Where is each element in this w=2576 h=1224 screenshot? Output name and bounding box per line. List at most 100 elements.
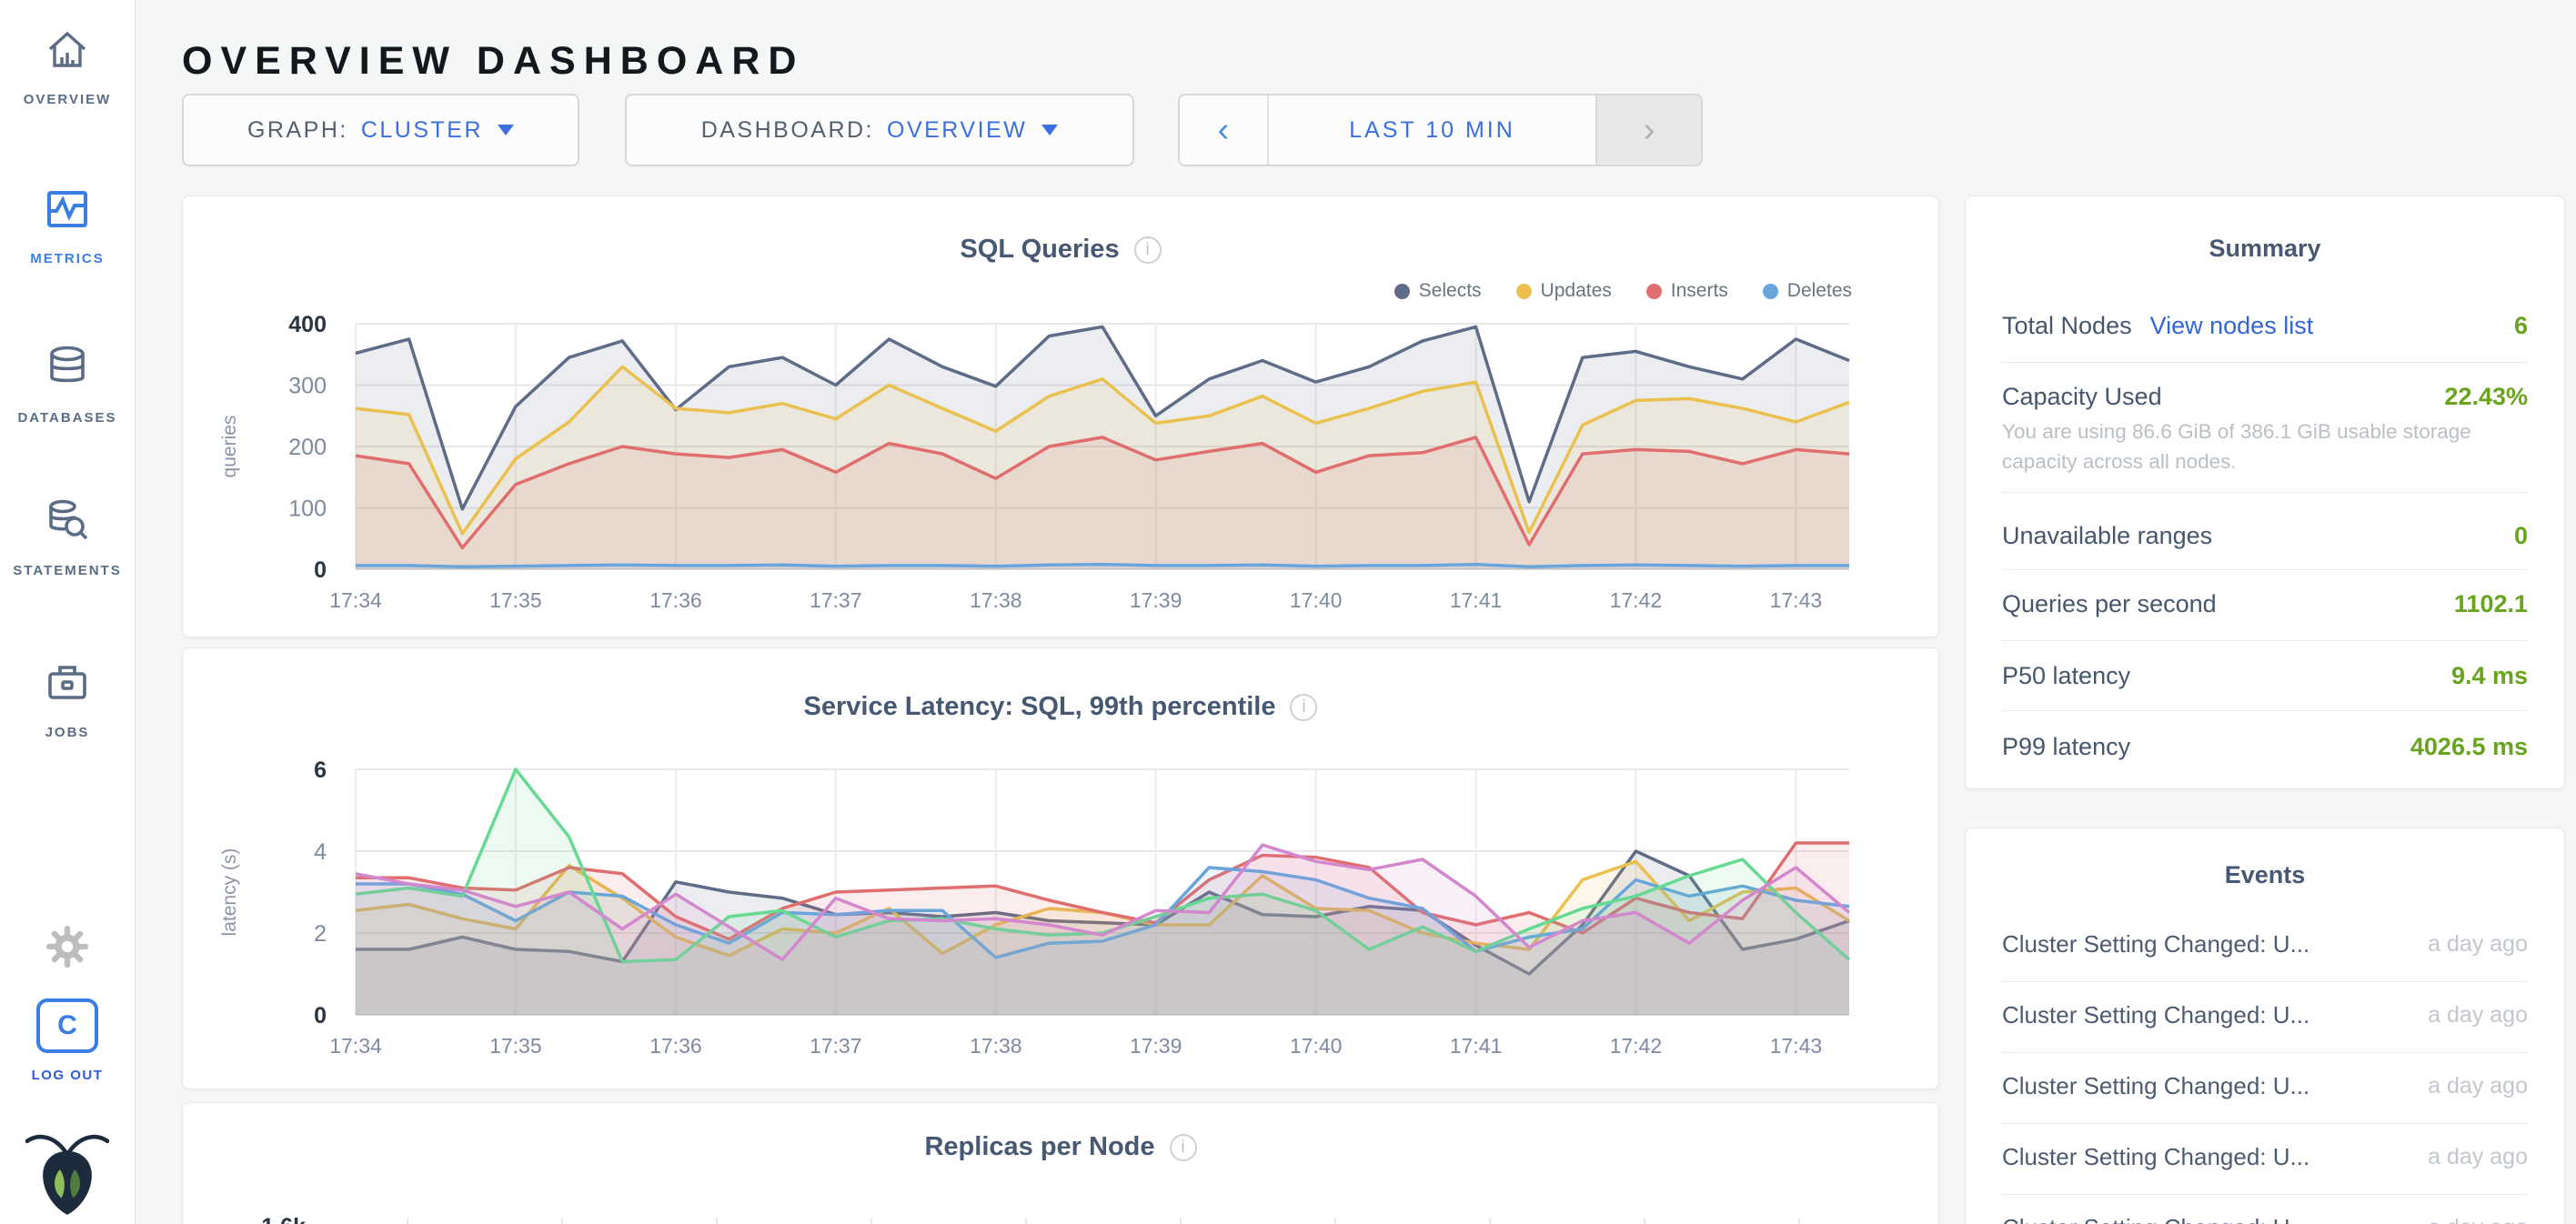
series-line <box>356 562 1849 569</box>
gear-icon <box>45 924 90 974</box>
sidebar-item-label: JOBS <box>45 725 90 740</box>
event-text: Cluster Setting Changed: U... <box>2002 1000 2310 1028</box>
view-nodes-list-link[interactable]: View nodes list <box>2149 311 2314 339</box>
sidebar-item-overview[interactable]: OVERVIEW <box>0 25 135 107</box>
time-window-selector: ‹ LAST 10 MIN › <box>1178 94 1703 166</box>
y-axis-tick-label: 0 <box>314 557 327 583</box>
x-axis-tick-label: 17:41 <box>1450 1034 1503 1058</box>
chart-header: Replicas per Node i <box>183 1132 1938 1162</box>
sidebar-item-metrics[interactable]: METRICS <box>0 185 135 266</box>
legend-dot-icon <box>1394 283 1410 299</box>
event-text: Cluster Setting Changed: U... <box>2002 929 2310 958</box>
summary-row-capacity: Capacity Used 22.43% <box>2002 376 2528 416</box>
event-row[interactable]: Cluster Setting Changed: U... a day ago <box>2002 1137 2528 1177</box>
divider <box>2002 1194 2528 1195</box>
c-badge-icon: C <box>36 998 98 1053</box>
chart-title: Replicas per Node <box>924 1132 1155 1161</box>
time-window-next-button[interactable]: › <box>1595 95 1701 165</box>
logout-label: LOG OUT <box>31 1068 104 1083</box>
series-area <box>356 366 1849 569</box>
cockroachdb-logo[interactable] <box>0 1126 135 1217</box>
x-axis-tick-label: 17:34 <box>329 1034 382 1058</box>
settings-gear-button[interactable] <box>0 924 135 974</box>
series-area <box>356 326 1849 569</box>
row-label: P99 latency <box>2002 732 2131 760</box>
chevron-down-icon <box>498 125 515 135</box>
logout-button[interactable]: C LOG OUT <box>0 998 135 1083</box>
info-icon[interactable]: i <box>1133 236 1162 264</box>
series-line <box>356 849 1850 976</box>
x-axis-tick-label: 17:43 <box>1770 588 1823 612</box>
divider <box>2002 1052 2528 1053</box>
y-axis-unit-label: latency (s) <box>219 848 240 937</box>
x-axis-tick-label: 17:37 <box>810 588 862 612</box>
legend-label: Inserts <box>1670 280 1728 301</box>
service-latency-card: Service Latency: SQL, 99th percentile i … <box>182 647 1939 1089</box>
chevron-left-icon: ‹ <box>1217 110 1230 149</box>
chart-title: Service Latency: SQL, 99th percentile <box>803 692 1276 721</box>
row-value: 9.4 ms <box>2450 661 2528 689</box>
divider <box>2002 362 2528 363</box>
y-axis-tick-label: 6 <box>314 757 327 783</box>
legend-dot-icon <box>1515 283 1532 299</box>
sidebar-item-jobs[interactable]: JOBS <box>0 658 135 740</box>
divider <box>2002 981 2528 982</box>
dashboard-dropdown[interactable]: DASHBOARD: OVERVIEW <box>625 94 1134 166</box>
x-axis-tick-label: 17:36 <box>649 1034 702 1058</box>
capacity-used-label: Capacity Used <box>2002 382 2162 410</box>
series-line <box>356 841 1849 941</box>
dashboard-dropdown-value: OVERVIEW <box>887 116 1028 143</box>
sidebar: OVERVIEW METRICS DATABASES <box>0 0 136 1224</box>
y-axis-tick-label: 200 <box>288 435 327 460</box>
event-row[interactable]: Cluster Setting Changed: U... a day ago <box>2002 924 2528 964</box>
graph-dropdown[interactable]: GRAPH: CLUSTER <box>182 94 579 166</box>
event-row[interactable]: Cluster Setting Changed: U... a day ago <box>2002 1066 2528 1106</box>
legend-item: Deletes <box>1762 280 1852 302</box>
sidebar-item-label: OVERVIEW <box>23 92 112 107</box>
legend-dot-icon <box>1762 283 1778 299</box>
row-value: 1102.1 <box>2453 589 2528 617</box>
time-window-label[interactable]: LAST 10 MIN <box>1349 116 1515 143</box>
chevron-right-icon: › <box>1643 110 1655 149</box>
event-time: a day ago <box>2428 1143 2528 1169</box>
total-nodes-label: Total Nodes <box>2002 311 2132 339</box>
row-value: 0 <box>2513 521 2528 549</box>
service-latency-chart[interactable]: 17:34 17:35 17:36 17:37 17:38 17:39 17:40 17:41… <box>183 756 1940 1069</box>
legend-dot-icon <box>1645 283 1662 299</box>
x-axis-tick-label: 17:36 <box>649 588 702 612</box>
info-icon[interactable]: i <box>1290 693 1318 721</box>
sidebar-item-databases[interactable]: DATABASES <box>0 344 135 426</box>
graph-dropdown-value: CLUSTER <box>360 116 484 143</box>
sidebar-item-statements[interactable]: STATEMENTS <box>0 497 135 578</box>
x-axis-tick-label: 17:38 <box>970 588 1022 612</box>
sidebar-item-label: STATEMENTS <box>13 563 122 578</box>
summary-row-total-nodes: Total Nodes View nodes list 6 <box>2002 306 2528 346</box>
sql-queries-chart[interactable]: 17:34 17:35 17:36 17:37 17:38 17:39 17:40 17:41… <box>183 310 1940 624</box>
replicas-per-node-card: Replicas per Node i 1.6k <box>182 1102 1939 1224</box>
event-row[interactable]: Cluster Setting Changed: U... a day ago <box>2002 995 2528 1035</box>
dashboard-dropdown-label: DASHBOARD: <box>700 116 874 143</box>
event-row[interactable]: Cluster Setting Changed: U... a day ago <box>2002 1208 2528 1224</box>
summary-title: Summary <box>2209 235 2321 262</box>
events-panel: Events Cluster Setting Changed: U... a d… <box>1965 828 2565 1224</box>
x-axis-tick-label: 17:40 <box>1290 1034 1343 1058</box>
event-text: Cluster Setting Changed: U... <box>2002 1071 2310 1099</box>
statements-search-icon <box>44 497 91 548</box>
divider <box>2002 710 2528 711</box>
database-icon <box>44 344 91 396</box>
gridline-stubs <box>407 1218 1849 1224</box>
time-window-prev-button[interactable]: ‹ <box>1180 95 1269 165</box>
y-axis-tick-label: 100 <box>288 497 327 522</box>
series-area <box>356 843 1849 1015</box>
series-line <box>356 866 1850 959</box>
x-axis-tick-label: 17:41 <box>1450 588 1503 612</box>
metrics-chart-icon <box>44 185 91 236</box>
y-axis-tick-label: 1.6k <box>219 1214 306 1224</box>
event-text: Cluster Setting Changed: U... <box>2002 1142 2310 1170</box>
info-icon[interactable]: i <box>1169 1133 1197 1161</box>
event-time: a day ago <box>2428 1215 2528 1224</box>
sidebar-item-label: METRICS <box>30 251 105 266</box>
briefcase-icon <box>44 658 91 710</box>
series-line <box>355 768 1851 964</box>
x-axis-tick-label: 17:35 <box>489 1034 542 1058</box>
